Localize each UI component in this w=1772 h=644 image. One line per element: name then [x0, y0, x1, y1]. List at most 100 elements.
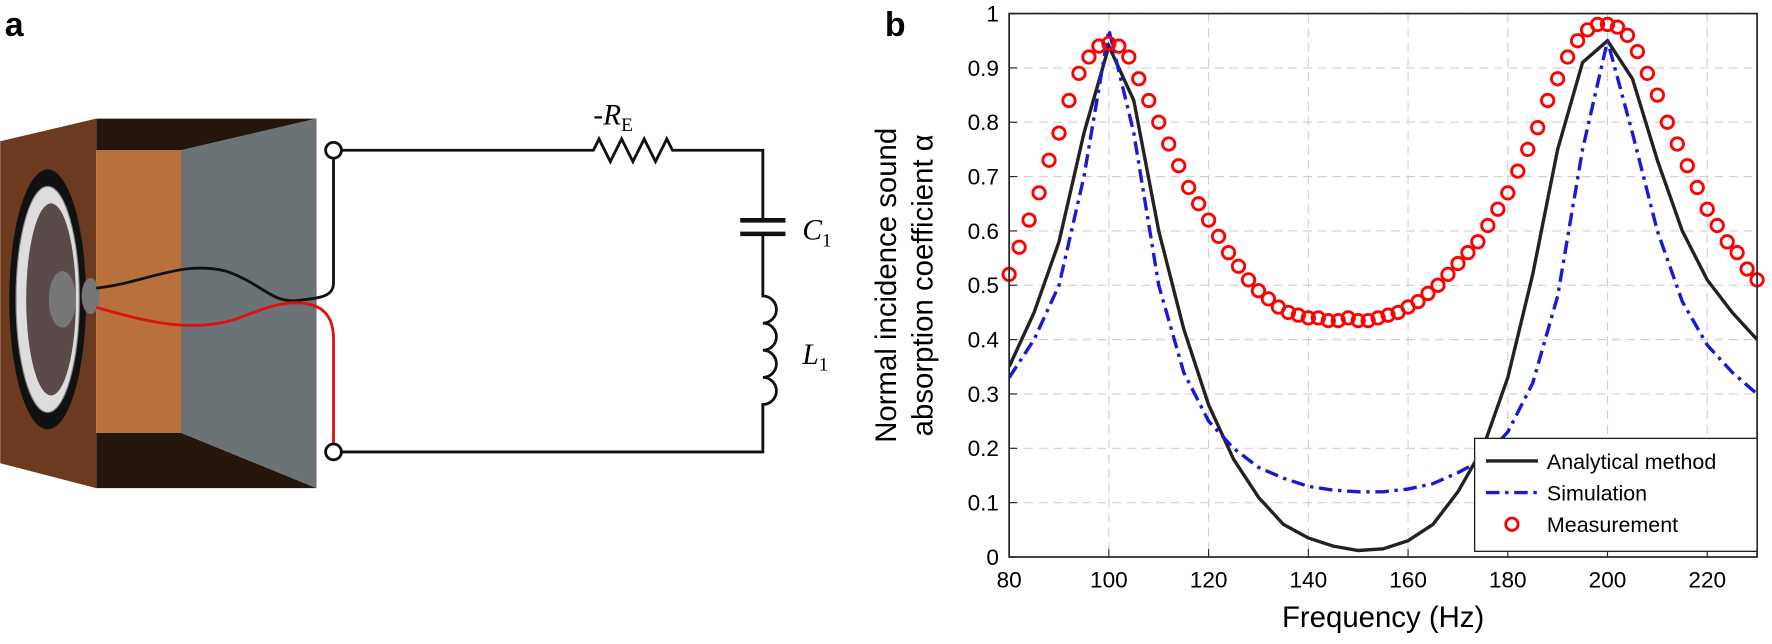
measurement-point [1141, 92, 1157, 109]
measurement-point [1480, 217, 1496, 234]
legend-label: Analytical method [1547, 450, 1716, 474]
measurement-point [1490, 201, 1506, 217]
y-tick-label: 0.8 [968, 110, 999, 135]
circuit [95, 135, 786, 462]
panel-label: a [5, 6, 25, 44]
axes-box [1008, 12, 1758, 558]
inductor-symbol: L [801, 339, 818, 371]
measurement-point [1470, 234, 1486, 250]
resistor-subscript: E [621, 115, 633, 136]
measurement-point [1210, 228, 1227, 244]
measurement-point [1360, 312, 1376, 329]
measurement-point [1171, 158, 1187, 174]
series-line [1009, 38, 1758, 553]
legend-label: Simulation [1547, 482, 1647, 506]
measurement-point [1619, 27, 1636, 43]
measurement-point [1430, 277, 1446, 293]
x-tick-label: 120 [1190, 568, 1228, 593]
measurement-point [1091, 38, 1107, 54]
x-axis-label: Frequency (Hz) [1282, 601, 1484, 634]
measurement-point [1729, 245, 1745, 261]
measurement-point [1061, 92, 1077, 109]
legend-box [1473, 437, 1758, 553]
legend-label: Measurement [1547, 513, 1678, 537]
x-tick-label: 100 [1090, 568, 1128, 593]
measurement-point [1240, 272, 1257, 288]
y-tick-label: 0 [986, 545, 999, 570]
panel-label: b [885, 6, 906, 44]
y-axis-label: Normal incidence sound [870, 128, 903, 443]
measurement-point [1599, 16, 1616, 33]
x-tick-label: 220 [1688, 568, 1726, 593]
y-tick-label: 0.1 [968, 491, 999, 516]
measurement-point [1280, 304, 1297, 321]
measurement-point [1689, 179, 1705, 196]
measurement-point [1699, 201, 1715, 217]
measurement-point [1659, 114, 1675, 130]
measurement-point [1450, 255, 1466, 272]
measurement-point [1739, 261, 1755, 277]
measurement-point [1191, 196, 1207, 212]
measurement-point [1440, 266, 1456, 283]
measurement-point [1669, 136, 1685, 152]
measurement-point [1420, 285, 1436, 302]
x-tick-label: 200 [1589, 568, 1627, 593]
y-tick-label: 1 [986, 1, 999, 26]
speaker-box [0, 118, 317, 489]
legend-marker [1504, 516, 1520, 532]
y-axis-label: absorption coefficient α [906, 134, 939, 436]
measurement-point [1709, 217, 1725, 234]
measurement-point [1500, 185, 1516, 201]
measurement-point [1051, 125, 1067, 141]
measurement-point [1161, 136, 1177, 152]
measurement-point [1679, 158, 1695, 174]
measurement-point [1530, 120, 1546, 136]
y-tick-label: 0.2 [968, 436, 999, 461]
x-tick-label: 80 [997, 568, 1022, 593]
measurement-point [1081, 49, 1097, 65]
measurement-point [1550, 71, 1566, 87]
measurement-point [1340, 310, 1356, 326]
measurement-point [1021, 212, 1037, 228]
measurement-point [1719, 234, 1735, 250]
resistor-symbol: -R [593, 99, 621, 131]
resistor-label: -RE [593, 99, 632, 136]
measurement-point [1569, 33, 1586, 49]
measurement-point [1200, 212, 1217, 228]
measurement-point [1250, 283, 1267, 299]
y-tick-label: 0.9 [968, 56, 999, 81]
measurement-point [1629, 43, 1646, 60]
measurement-point [1031, 185, 1047, 201]
measurement-point [1649, 87, 1665, 103]
measurement-point [1041, 152, 1057, 168]
measurement-point [1350, 312, 1366, 329]
capacitor-label: C1 [802, 215, 831, 252]
series-line [1009, 29, 1758, 494]
inductor-label: L1 [801, 339, 828, 376]
measurement-point [1300, 310, 1316, 326]
x-tick-label: 180 [1489, 568, 1527, 593]
measurement-point [1609, 19, 1626, 35]
measurement-point [1260, 291, 1277, 307]
measurement-point [1410, 293, 1426, 310]
measurement-point [1380, 307, 1396, 323]
measurement-point [1011, 239, 1027, 255]
measurement-point [1559, 49, 1576, 65]
measurement-point [1370, 310, 1386, 326]
y-tick-label: 0.6 [968, 219, 999, 244]
measurement-point [1310, 310, 1326, 326]
measurement-point [1230, 258, 1247, 274]
capacitor-symbol: C [802, 215, 822, 247]
measurement-point [1071, 65, 1087, 81]
y-tick-label: 0.3 [968, 382, 999, 407]
measurement-point [1220, 245, 1237, 261]
y-tick-label: 0.4 [968, 328, 999, 353]
measurement-point [1151, 114, 1167, 130]
measurement-point [1540, 92, 1556, 109]
measurement-point [1460, 245, 1476, 261]
x-tick-label: 160 [1389, 568, 1427, 593]
measurement-point [1111, 38, 1127, 54]
measurement-point [1320, 312, 1336, 329]
